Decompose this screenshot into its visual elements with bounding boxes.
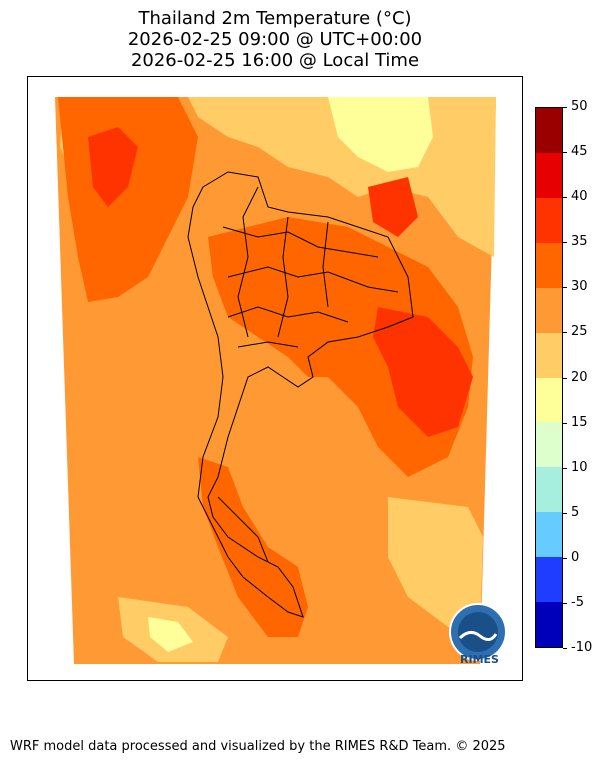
colorbar [535,107,563,648]
title-line-2: 2026-02-25 09:00 @ UTC+00:00 [127,29,423,50]
colorbar-tickmark [563,602,567,604]
zone-35-40-west [88,127,138,207]
colorbar-bin [536,602,562,648]
colorbar-bin [536,197,562,244]
map-frame [27,76,523,681]
colorbar-tick-label: 5 [571,504,580,520]
colorbar-tickmark [563,287,567,289]
colorbar-tick-label: 25 [571,324,588,340]
colorbar-tick-label: 20 [571,369,588,385]
zone-20-25-southeast [388,497,483,637]
colorbar-bin [536,287,562,334]
colorbar-tickmark [563,512,567,514]
colorbar-bin [536,242,562,289]
colorbar-bin [536,422,562,468]
colorbar-tickmark [563,242,567,244]
colorbar-tickmark [563,197,567,199]
colorbar-tickmark [563,557,567,559]
colorbar-tickmark [563,107,567,108]
colorbar-bin [536,512,562,558]
country-borders [187,171,414,618]
colorbar-tickmark [563,152,567,154]
zone-30-35-south [198,457,308,637]
colorbar-tick-label: -5 [571,594,584,610]
chart-title: Thailand 2m Temperature (°C) 2026-02-25 … [0,8,550,71]
colorbar-bin [536,152,562,199]
colorbar-tickmark [563,467,567,469]
colorbar-bin [536,108,562,154]
colorbar-tick-label: 40 [571,189,588,205]
colorbar-bin [536,332,562,378]
colorbar-tick-label: -10 [571,640,593,655]
colorbar-bin [536,467,562,513]
colorbar-tickmark [563,422,567,424]
logo-text: RIMES [460,653,499,666]
zone-15-20-southwest [148,617,193,652]
zone-35-40-north [368,177,418,237]
temperature-map [55,97,496,664]
zone-35-40-east [373,307,473,437]
footer-credit: WRF model data processed and visualized … [10,739,506,754]
colorbar-tick-label: 30 [571,279,588,295]
colorbar-tickmark [563,377,567,379]
colorbar-tick-label: 50 [571,99,588,114]
colorbar-tick-label: 10 [571,459,588,475]
colorbar-tick-label: 45 [571,144,588,160]
colorbar-bin [536,557,562,603]
colorbar-tick-label: 0 [571,549,580,565]
colorbar-tick-label: 35 [571,234,588,250]
rimes-logo [449,603,507,661]
colorbar-tick-label: 15 [571,414,588,430]
title-line-3: 2026-02-25 16:00 @ Local Time [130,50,420,71]
colorbar-tickmark [563,332,567,334]
colorbar-tickmark [563,648,567,649]
colorbar-bin [536,377,562,423]
zone-15-20-north [328,97,433,172]
title-line-1: Thailand 2m Temperature (°C) [138,8,412,29]
